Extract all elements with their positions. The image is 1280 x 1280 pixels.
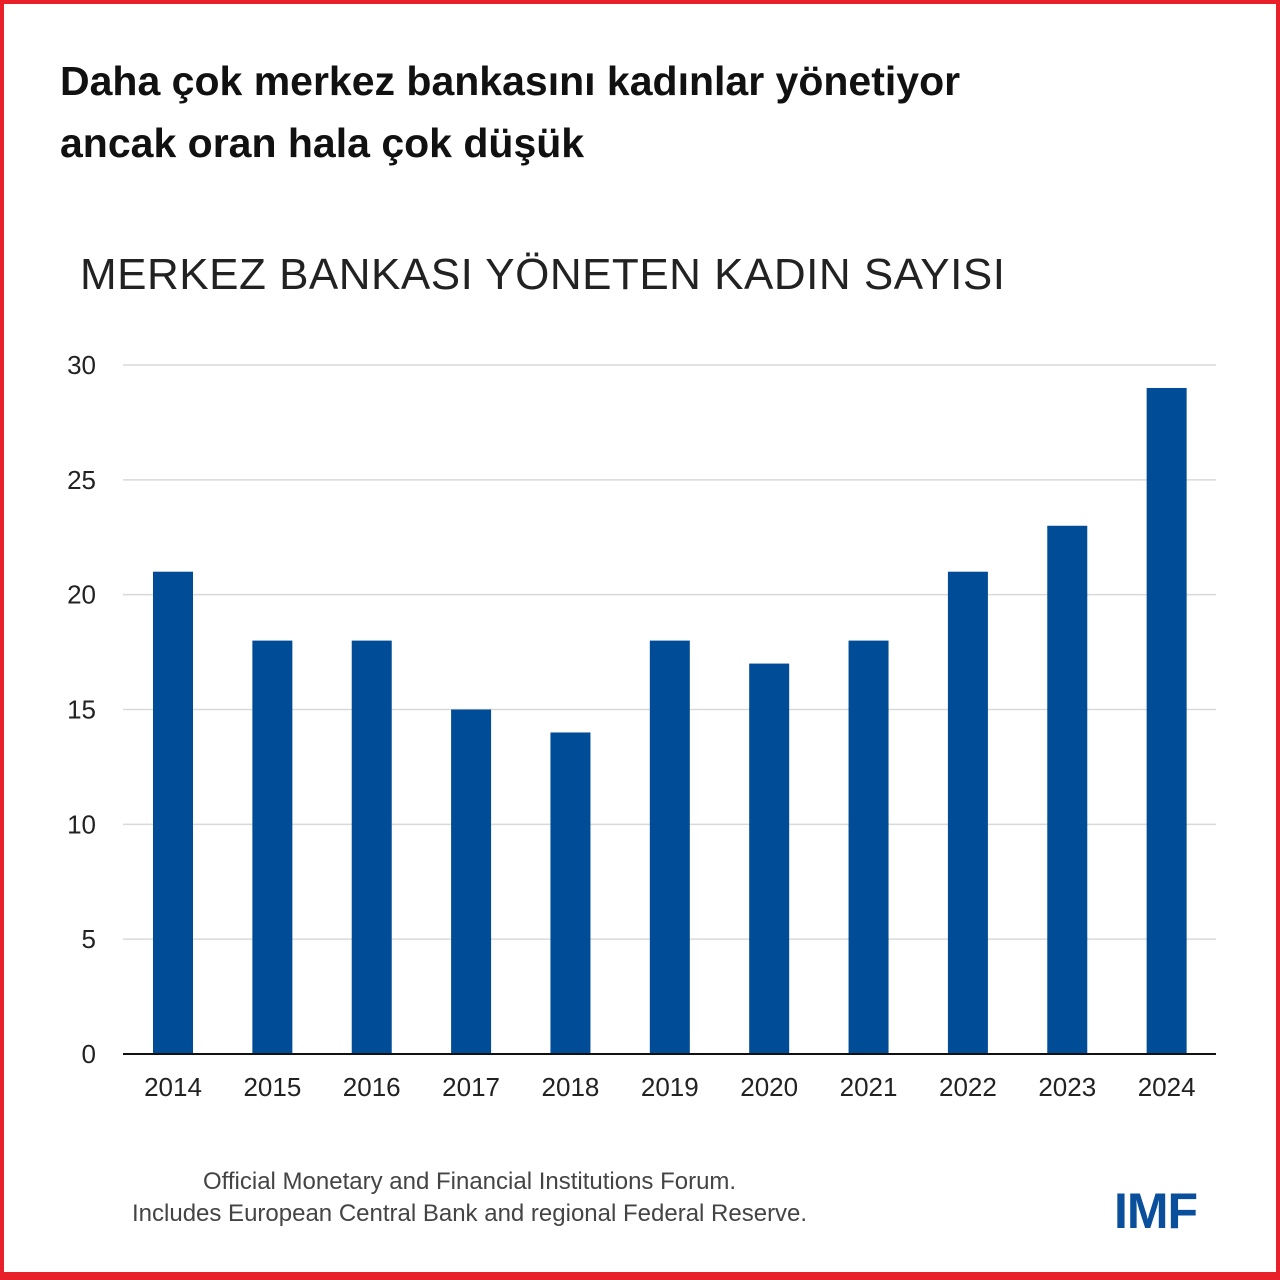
bar-2015 bbox=[252, 640, 293, 1054]
y-tick-label: 5 bbox=[82, 924, 96, 954]
y-tick-label: 15 bbox=[67, 695, 96, 725]
bar-2021 bbox=[848, 640, 889, 1054]
x-tick-label: 2020 bbox=[740, 1072, 798, 1102]
x-tick-label: 2017 bbox=[442, 1072, 500, 1102]
bar-2017 bbox=[451, 709, 492, 1054]
x-tick-label: 2019 bbox=[641, 1072, 699, 1102]
y-tick-label: 30 bbox=[67, 350, 96, 380]
bar-2023 bbox=[1047, 525, 1088, 1054]
x-tick-label: 2014 bbox=[144, 1072, 202, 1102]
chart-title: MERKEZ BANKASI YÖNETEN KADIN SAYISI bbox=[80, 250, 1006, 299]
y-tick-label: 25 bbox=[67, 465, 96, 495]
source-note: Official Monetary and Financial Institut… bbox=[132, 1166, 807, 1230]
headline: Daha çok merkez bankasını kadınlar yönet… bbox=[60, 58, 961, 166]
source-line-2: Includes European Central Bank and regio… bbox=[132, 1200, 808, 1227]
y-tick-label: 20 bbox=[67, 580, 96, 610]
x-tick-label: 2024 bbox=[1138, 1072, 1196, 1102]
imf-logo: IMF bbox=[1114, 1183, 1198, 1239]
x-tick-label: 2023 bbox=[1038, 1072, 1096, 1102]
bar-2024 bbox=[1146, 387, 1187, 1054]
x-tick-label: 2015 bbox=[243, 1072, 301, 1102]
bar-2018 bbox=[550, 732, 591, 1054]
bar-2022 bbox=[947, 571, 988, 1054]
bar-2016 bbox=[351, 640, 392, 1054]
x-tick-label: 2021 bbox=[840, 1072, 898, 1102]
bar-2014 bbox=[153, 571, 193, 1054]
bar-2019 bbox=[649, 640, 690, 1054]
x-tick-label: 2016 bbox=[343, 1072, 401, 1102]
bar-chart: 0 5 10 15 20 25 30 2014 2015 2016 2017 2018 2019 2020… bbox=[67, 350, 1216, 1102]
source-line-1: Official Monetary and Financial Institut… bbox=[202, 1168, 737, 1195]
x-tick-label: 2018 bbox=[542, 1072, 600, 1102]
y-tick-label: 10 bbox=[67, 809, 96, 839]
y-tick-label: 0 bbox=[82, 1039, 96, 1069]
x-tick-label: 2022 bbox=[939, 1072, 997, 1102]
bar-2020 bbox=[749, 663, 790, 1054]
